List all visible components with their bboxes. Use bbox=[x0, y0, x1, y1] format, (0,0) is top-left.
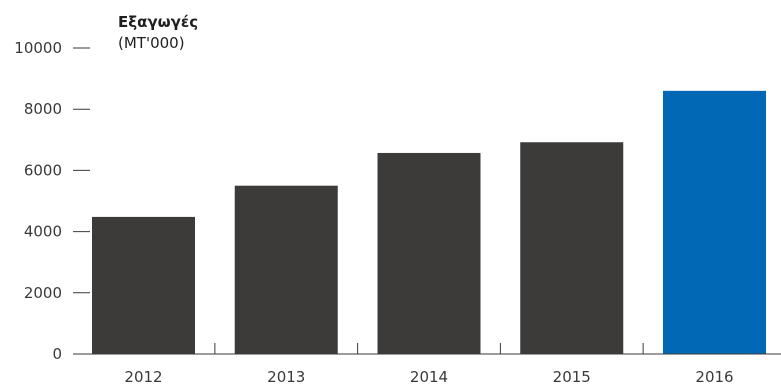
y-tick-label: 0 bbox=[52, 345, 62, 363]
x-tick-label: 2015 bbox=[553, 368, 591, 386]
x-tick-label: 2014 bbox=[410, 368, 448, 386]
bar-2012 bbox=[92, 216, 195, 354]
y-tick-label: 6000 bbox=[24, 161, 62, 179]
y-tick-label: 8000 bbox=[24, 100, 62, 118]
chart-title: Εξαγωγές bbox=[118, 13, 198, 31]
x-tick-label: 2013 bbox=[267, 368, 305, 386]
bar-2015 bbox=[520, 142, 624, 354]
x-axis: 2012 2013 2014 2015 2016 bbox=[73, 343, 781, 386]
chart-subtitle: (MT'000) bbox=[118, 34, 185, 52]
bar-2014 bbox=[377, 152, 481, 354]
y-tick-label: 2000 bbox=[24, 284, 62, 302]
bar-2013 bbox=[234, 185, 338, 354]
bars-group bbox=[92, 90, 766, 354]
y-tick-label: 4000 bbox=[24, 223, 62, 241]
x-tick-label: 2016 bbox=[695, 368, 733, 386]
y-tick-label: 10000 bbox=[14, 39, 62, 57]
x-tick-label: 2012 bbox=[124, 368, 162, 386]
bar-2016 bbox=[663, 90, 766, 354]
y-axis: 0 2000 4000 6000 8000 10000 bbox=[14, 39, 90, 363]
